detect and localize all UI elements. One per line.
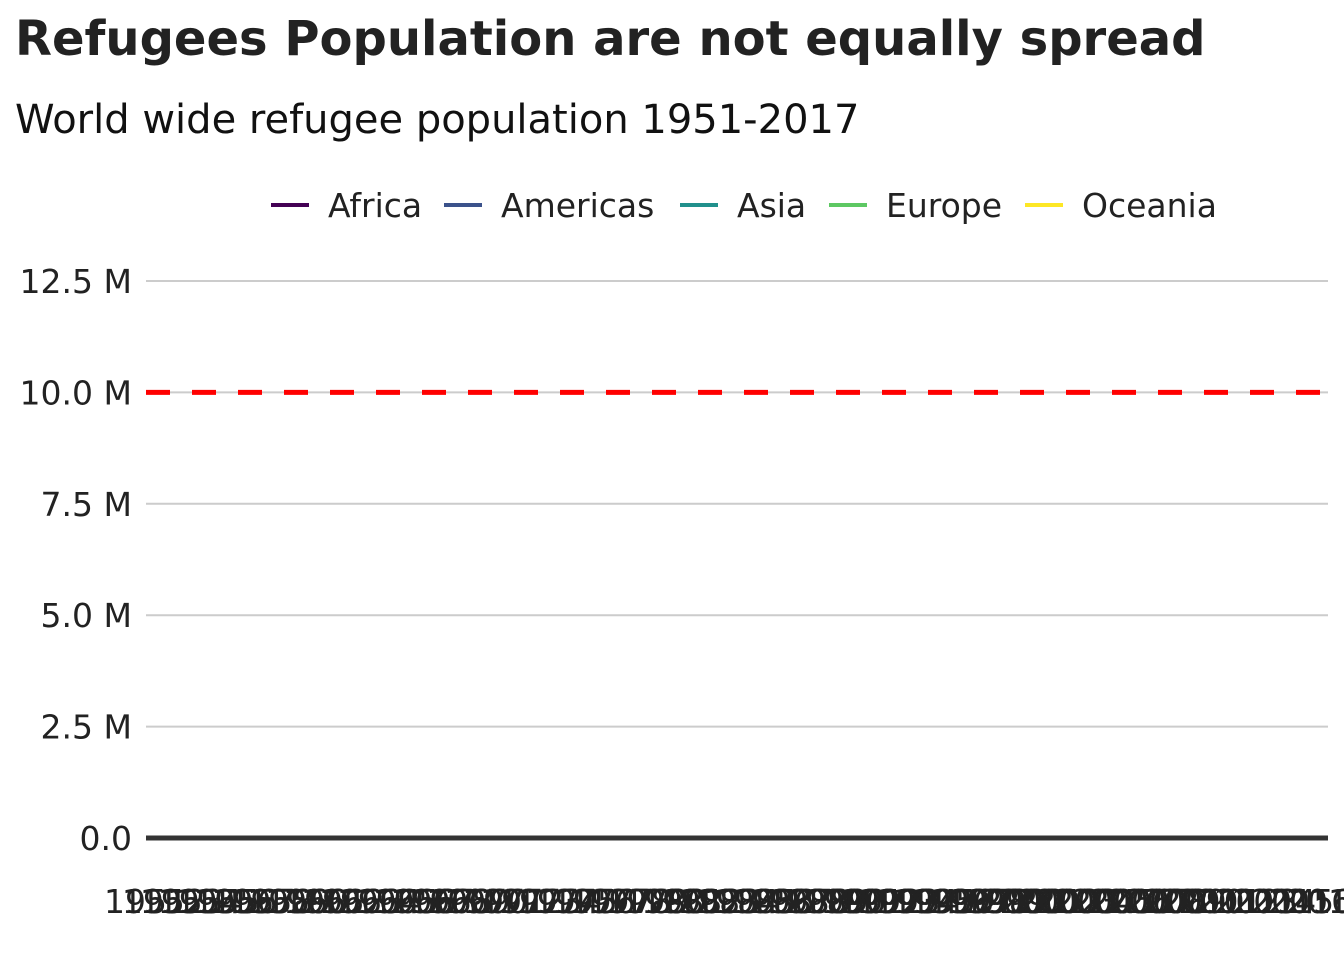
x-tick-label: 1952 (122, 882, 206, 921)
x-tick-label: 2016 (1268, 882, 1344, 921)
legend-label-africa: Africa (328, 186, 422, 225)
x-tick-label: 1996 (910, 882, 994, 921)
x-tick-label: 2007 (1107, 882, 1191, 921)
x-tick-label: 2005 (1071, 882, 1155, 921)
x-tick-label: 1986 (731, 882, 815, 921)
x-tick-label: 1981 (641, 882, 725, 921)
x-tick-label: 1954 (158, 882, 242, 921)
x-tick-label: 1959 (247, 882, 331, 921)
x-tick-label: 1960 (265, 882, 349, 921)
x-tick-label: 1990 (802, 882, 886, 921)
x-tick-label: 1968 (408, 882, 492, 921)
x-tick-label: 1974 (516, 882, 600, 921)
x-tick-label: 1969 (426, 882, 510, 921)
x-tick-label: 1994 (874, 882, 958, 921)
x-tick-label: 1988 (767, 882, 851, 921)
x-tick-label: 1970 (444, 882, 528, 921)
x-tick-label: 1967 (391, 882, 475, 921)
x-tick-label: 1964 (337, 882, 421, 921)
legend-label-europe: Europe (886, 186, 1002, 225)
x-tick-label: 1976 (552, 882, 636, 921)
x-tick-label: 2008 (1125, 882, 1209, 921)
y-tick-label: 5.0 M (41, 596, 132, 635)
x-tick-label: 2015 (1250, 882, 1334, 921)
x-tick-label: 1963 (319, 882, 403, 921)
x-tick-label: 1955 (176, 882, 260, 921)
x-tick-label: 1983 (677, 882, 761, 921)
x-tick-label: 1992 (838, 882, 922, 921)
x-tick-label: 2001 (999, 882, 1083, 921)
x-tick-label: 1985 (713, 882, 797, 921)
legend-label-asia: Asia (737, 186, 806, 225)
x-tick-label: 2003 (1035, 882, 1119, 921)
x-tick-label: 1991 (820, 882, 904, 921)
x-tick-label: 1998 (946, 882, 1030, 921)
x-tick-label: 1980 (623, 882, 707, 921)
chart-subtitle: World wide refugee population 1951-2017 (15, 97, 859, 143)
x-tick-label: 2011 (1179, 882, 1263, 921)
x-tick-label: 1979 (605, 882, 689, 921)
x-tick-label: 1975 (534, 882, 618, 921)
x-tick-label: 1972 (480, 882, 564, 921)
legend-label-americas: Americas (501, 186, 654, 225)
x-tick-label: 2012 (1196, 882, 1280, 921)
x-tick-label: 1989 (785, 882, 869, 921)
x-tick-label: 1987 (749, 882, 833, 921)
x-tick-label: 1956 (194, 882, 278, 921)
x-tick-label: 1965 (355, 882, 439, 921)
x-tick-label: 1962 (301, 882, 385, 921)
x-tick-label: 1961 (283, 882, 367, 921)
x-tick-label: 1958 (229, 882, 313, 921)
x-tick-label: 2017 (1286, 882, 1344, 921)
x-tick-label: 2000 (982, 882, 1066, 921)
x-tick-label: 1993 (856, 882, 940, 921)
y-tick-label: 2.5 M (41, 708, 132, 747)
y-axis: 0.0 2.5 M 5.0 M 7.5 M 10.0 M 12.5 M (20, 262, 132, 858)
x-tick-label: 1978 (588, 882, 672, 921)
x-tick-label: 1971 (462, 882, 546, 921)
y-tick-label: 7.5 M (41, 485, 132, 524)
legend: Africa Americas Asia Europe Oceania (271, 186, 1217, 225)
x-tick-label: 2013 (1214, 882, 1298, 921)
x-tick-label: 1977 (570, 882, 654, 921)
x-tick-label: 2014 (1232, 882, 1316, 921)
x-tick-label: 2010 (1161, 882, 1245, 921)
x-tick-label: 2002 (1017, 882, 1101, 921)
x-tick-label: 2009 (1143, 882, 1227, 921)
x-tick-label: 1951 (104, 882, 188, 921)
x-tick-label: 1999 (964, 882, 1048, 921)
y-tick-label: 10.0 M (20, 373, 132, 412)
x-tick-label: 1953 (140, 882, 224, 921)
x-tick-label: 1966 (373, 882, 457, 921)
x-tick-label: 1984 (695, 882, 779, 921)
x-tick-label: 1957 (211, 882, 295, 921)
y-tick-label: 12.5 M (20, 262, 132, 301)
x-tick-label: 1973 (498, 882, 582, 921)
x-tick-label: 1995 (892, 882, 976, 921)
grid-lines (146, 280, 1328, 841)
x-tick-label: 2006 (1089, 882, 1173, 921)
y-tick-label: 0.0 (80, 819, 132, 858)
x-axis: 1951195219531954195519561957195819591960… (104, 882, 1344, 921)
x-tick-label: 1997 (928, 882, 1012, 921)
legend-label-oceania: Oceania (1082, 186, 1217, 225)
chart-title: Refugees Population are not equally spre… (15, 11, 1206, 67)
x-tick-label: 1982 (659, 882, 743, 921)
x-tick-label: 2004 (1053, 882, 1137, 921)
